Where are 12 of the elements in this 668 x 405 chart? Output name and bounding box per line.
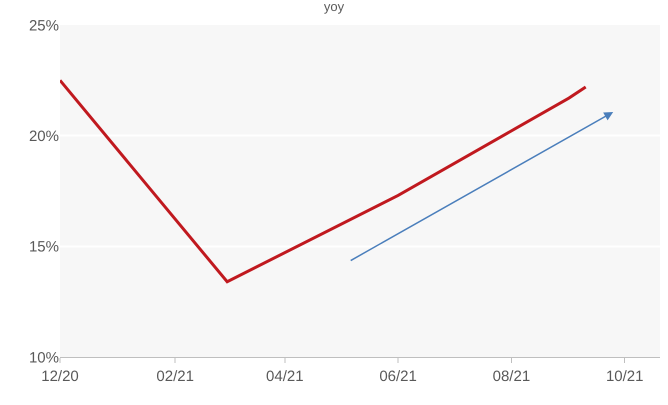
y-tick-label: 20% [28,128,59,145]
y-tick-label: 10% [28,349,59,366]
y-tick-label: 25% [28,17,59,34]
chart-title: yoy [324,0,345,14]
line-series [60,78,588,284]
x-tick-label: 10/21 [606,368,644,385]
x-tick-label: 06/21 [379,368,417,385]
x-tick-label: 12/20 [41,368,79,385]
x-tick-label: 04/21 [266,368,304,385]
x-tick-label: 02/21 [156,368,194,385]
x-tick-label: 08/21 [492,368,530,385]
y-tick-label: 15% [28,238,59,256]
